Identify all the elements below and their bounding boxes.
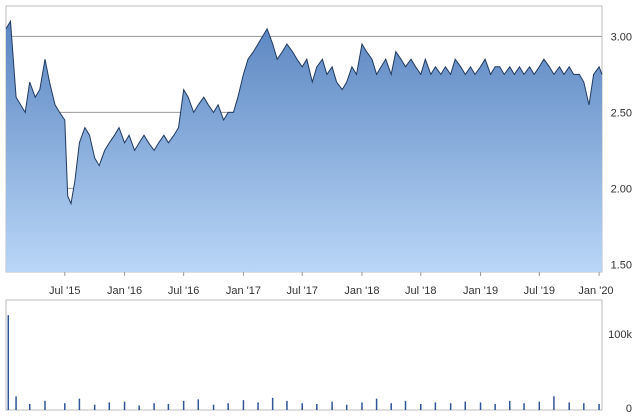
x-tick-label: Jan '18 xyxy=(344,285,379,297)
price-line xyxy=(5,19,603,206)
volume-bar xyxy=(375,398,378,410)
volume-bar xyxy=(494,403,496,410)
volume-bar xyxy=(449,403,452,410)
volume-bar xyxy=(479,402,482,410)
volume-bar xyxy=(64,403,66,410)
x-tick-label: Jan '17 xyxy=(226,285,261,297)
volume-bar xyxy=(420,403,422,410)
volume-bar xyxy=(257,402,259,410)
volume-bar xyxy=(153,403,155,410)
x-tick-label: Jul '18 xyxy=(405,285,436,297)
volume-bar xyxy=(331,401,333,410)
volume-bar xyxy=(568,402,570,410)
volume-tick-label: 0 xyxy=(626,403,632,415)
volume-bar xyxy=(598,403,600,410)
price-tick-label: 2.50 xyxy=(611,107,632,119)
volume-bar xyxy=(345,404,348,410)
x-tick-label: Jul '19 xyxy=(524,285,555,297)
volume-bar xyxy=(390,403,392,410)
volume-bar xyxy=(286,400,288,410)
volume-bar xyxy=(583,403,585,410)
volume-bar xyxy=(271,397,274,410)
volume-bar xyxy=(182,400,185,410)
volume-bar xyxy=(301,403,303,410)
price-tick-label: 2.00 xyxy=(611,183,632,195)
volume-tick-label: 100k xyxy=(608,329,632,341)
volume-bar xyxy=(44,400,46,410)
volume-bars xyxy=(7,315,600,410)
volume-bar xyxy=(15,396,17,410)
volume-bar xyxy=(464,401,467,410)
x-tick-label: Jan '19 xyxy=(463,285,498,297)
volume-bar xyxy=(123,401,126,410)
volume-axis-ticks: 0 100k xyxy=(608,329,632,415)
volume-bar xyxy=(93,404,96,410)
volume-bar xyxy=(108,402,111,410)
volume-bar xyxy=(361,402,363,410)
volume-bar xyxy=(523,403,525,410)
volume-bar xyxy=(316,403,318,410)
price-tick-label: 3.00 xyxy=(611,31,632,43)
volume-bar xyxy=(138,405,140,410)
volume-bar xyxy=(197,399,200,410)
volume-bar xyxy=(28,403,31,410)
volume-bar xyxy=(404,400,407,410)
volume-bar xyxy=(553,396,555,410)
volume-bar xyxy=(242,400,245,410)
volume-bar xyxy=(434,402,437,410)
volume-panel xyxy=(5,299,603,411)
x-tick-label: Jul '16 xyxy=(168,285,199,297)
x-tick-label: Jul '17 xyxy=(286,285,317,297)
price-axis-ticks: 1.50 2.00 2.50 3.00 xyxy=(611,31,632,271)
volume-bar xyxy=(538,401,541,410)
x-axis-ticks: Jul '15 Jan '16 Jul '16 Jan '17 Jul '17 Jan '… xyxy=(49,272,614,297)
volume-bar xyxy=(7,315,10,410)
volume-bar xyxy=(212,404,215,410)
x-tick-label: Jan '20 xyxy=(578,285,613,297)
x-tick-label: Jan '16 xyxy=(107,285,142,297)
x-tick-label: Jul '15 xyxy=(49,285,80,297)
volume-bar xyxy=(227,403,229,410)
volume-bar xyxy=(78,398,81,410)
volume-bar xyxy=(167,403,170,410)
price-tick-label: 1.50 xyxy=(611,259,632,271)
volume-bar xyxy=(509,400,511,410)
price-area xyxy=(6,21,602,273)
